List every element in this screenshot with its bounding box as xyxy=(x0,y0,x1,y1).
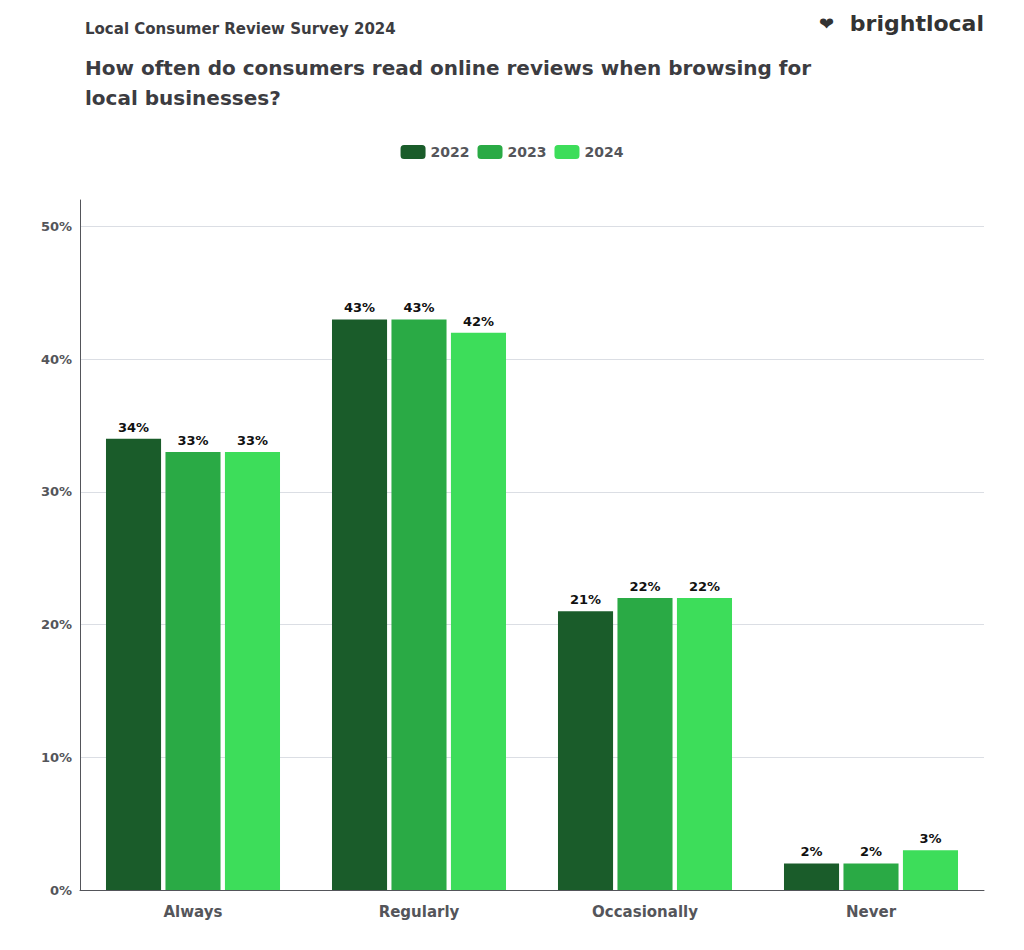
svg-text:Never: Never xyxy=(846,903,897,921)
svg-text:10%: 10% xyxy=(41,750,72,765)
svg-text:42%: 42% xyxy=(463,314,494,329)
svg-text:43%: 43% xyxy=(344,300,375,315)
svg-text:33%: 33% xyxy=(177,433,208,448)
svg-text:2024: 2024 xyxy=(584,144,623,160)
svg-text:22%: 22% xyxy=(629,579,660,594)
svg-text:0%: 0% xyxy=(50,883,72,898)
svg-text:2%: 2% xyxy=(860,844,882,859)
svg-text:21%: 21% xyxy=(570,592,601,607)
svg-text:50%: 50% xyxy=(41,219,72,234)
svg-text:How often do consumers read on: How often do consumers read online revie… xyxy=(85,56,811,80)
svg-text:local businesses?: local businesses? xyxy=(85,86,281,110)
svg-text:Local Consumer Review Survey 2: Local Consumer Review Survey 2024 xyxy=(85,20,396,38)
svg-text:2022: 2022 xyxy=(431,144,470,160)
svg-text:34%: 34% xyxy=(118,420,149,435)
svg-text:2023: 2023 xyxy=(508,144,547,160)
svg-text:22%: 22% xyxy=(689,579,720,594)
svg-text:Regularly: Regularly xyxy=(379,903,460,921)
svg-text:33%: 33% xyxy=(237,433,268,448)
svg-text:2%: 2% xyxy=(800,844,822,859)
svg-text:Occasionally: Occasionally xyxy=(592,903,698,921)
svg-text:30%: 30% xyxy=(41,484,72,499)
svg-text:brightlocal: brightlocal xyxy=(850,11,984,36)
svg-text:43%: 43% xyxy=(403,300,434,315)
svg-text:40%: 40% xyxy=(41,352,72,367)
svg-text:3%: 3% xyxy=(919,831,941,846)
svg-text:20%: 20% xyxy=(41,617,72,632)
svg-text:❤: ❤ xyxy=(819,13,834,34)
svg-text:Always: Always xyxy=(164,903,223,921)
